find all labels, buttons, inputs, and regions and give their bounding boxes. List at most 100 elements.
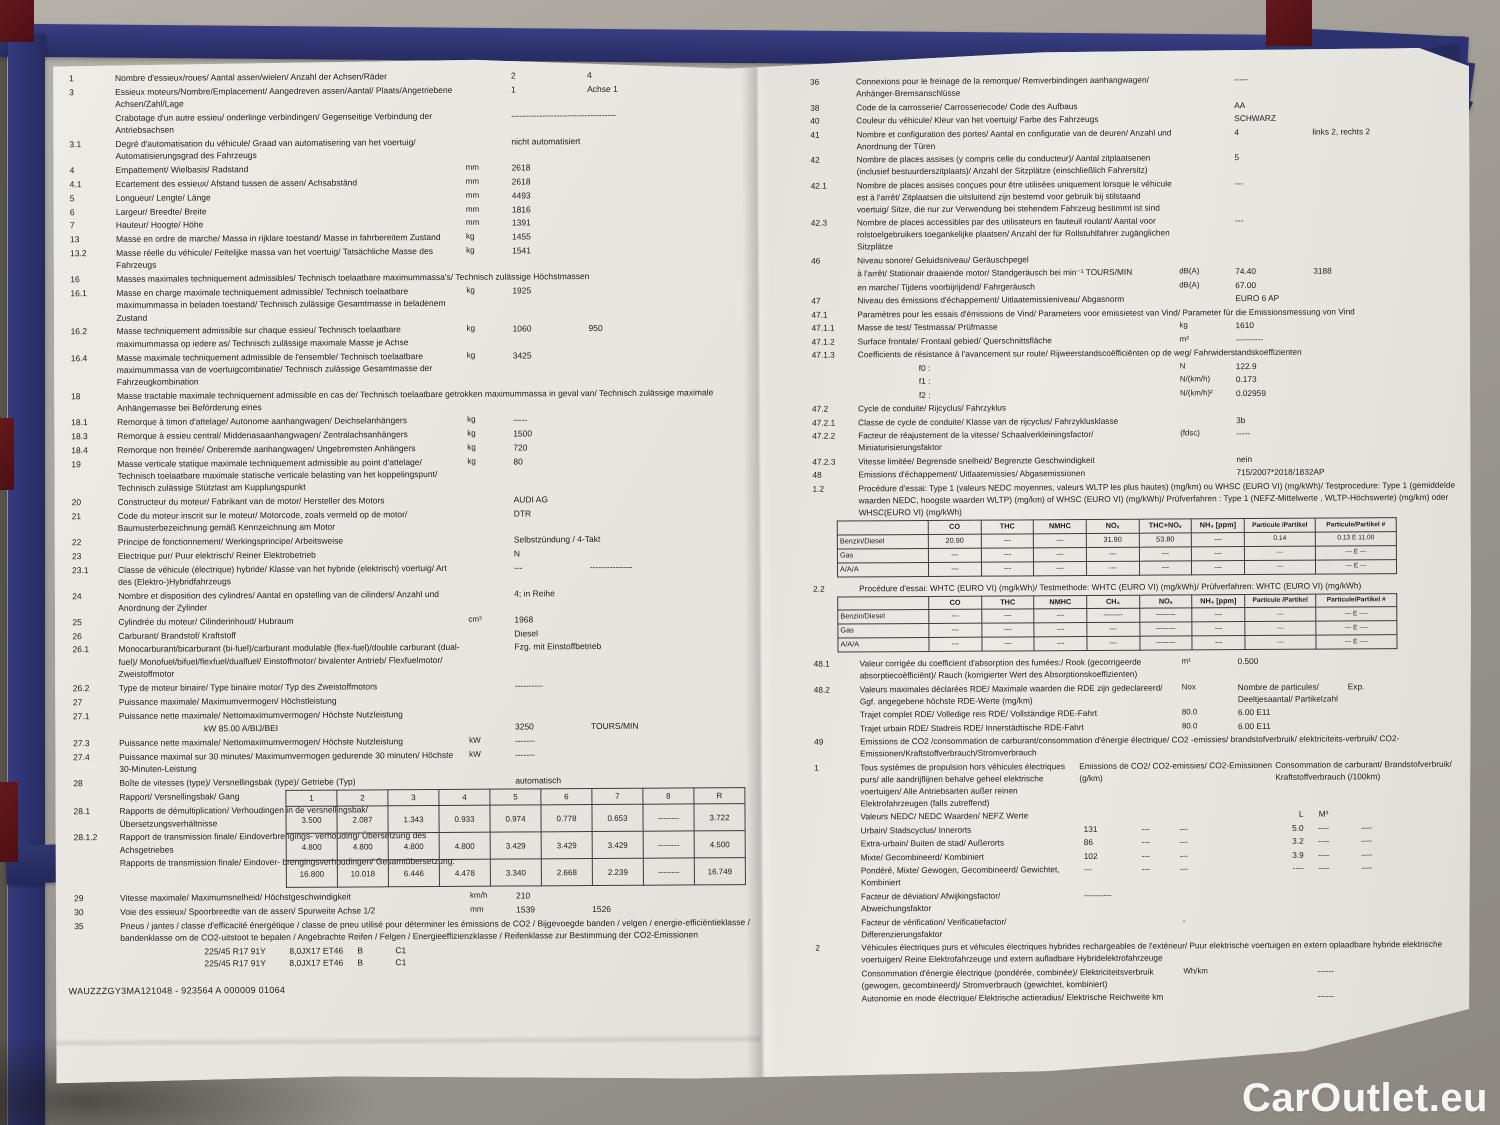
- row-label: f0 :: [918, 362, 931, 373]
- co2-value: L: [1298, 809, 1304, 820]
- row-value-secondary: ---------------: [589, 561, 633, 572]
- row-unit: kg: [466, 350, 476, 360]
- table-col-header: THC: [981, 520, 1034, 534]
- row-value-primary: Nombre de particules/ Deeltjesaantal/ Pa…: [1237, 681, 1338, 704]
- co2-value: ---: [1141, 823, 1150, 834]
- table-col-header: Particule /Partikel: [1245, 594, 1316, 608]
- row-number: 23: [71, 550, 82, 561]
- row-value-secondary: [1313, 277, 1462, 278]
- row-number: 48.2: [813, 684, 830, 695]
- table-cell: ---: [1192, 622, 1245, 636]
- row-label: Tous systèmes de propulsion hors véhicul…: [860, 760, 1066, 809]
- row-value-secondary: [1314, 452, 1463, 453]
- row-value-secondary: [588, 215, 756, 216]
- table-cell: ---: [982, 623, 1035, 637]
- co2-value: ---: [1179, 850, 1188, 861]
- table-col-header: Particule/Partikel #: [1316, 593, 1397, 607]
- row-unit: mm: [465, 204, 480, 214]
- doc-row: 42.1 Nombre de places assises conçues pou…: [811, 175, 1462, 215]
- table-cell: ---: [1244, 560, 1315, 574]
- row-value-secondary: Achse 1: [587, 83, 618, 94]
- row-value-secondary: links 2, rechts 2: [1312, 125, 1371, 137]
- row-label: Ecartement des essieux/ Afstand tussen d…: [115, 177, 358, 189]
- row-label: Vitesse maximale/ Maximumsnelheid/ Höchs…: [119, 891, 351, 904]
- row-label: Electrique pur/ Puur elektrisch/ Reiner …: [117, 549, 316, 561]
- table-col-header: THC: [981, 595, 1034, 609]
- gear-col-header: 1: [286, 790, 337, 806]
- co2-row-label: Mixte/ Gecombineerd/ Kombiniert: [860, 851, 984, 863]
- row-label: Emissions de CO2 /consommation de carbur…: [860, 733, 1400, 759]
- row-value-primary: 1391: [511, 217, 531, 228]
- row-value-secondary: TOURS/MIN: [590, 721, 639, 732]
- table-cell: --- E ----: [1316, 607, 1397, 621]
- row-value-primary: 0.173: [1235, 374, 1257, 385]
- table-cell: 10.018: [337, 860, 388, 887]
- table-cell: --------: [643, 804, 694, 831]
- row-value-secondary: 4: [586, 70, 592, 81]
- row-value-primary: 3b: [1236, 414, 1246, 426]
- table-cell: 3.429: [592, 832, 643, 859]
- row-value-primary: 4; in Reihe: [514, 587, 555, 599]
- row-number: 42: [810, 154, 820, 165]
- row-value-secondary: ------: [1317, 990, 1335, 1001]
- row-label: Hauteur/ Hoogte/ Höhe: [115, 219, 204, 231]
- co2-value: ----: [1361, 835, 1373, 846]
- doc-row: Rapport/ Versnellingsbak/ Gang: [73, 790, 285, 804]
- row-number: 27.4: [73, 752, 90, 763]
- row-label: Remorque à timon d'attelage/ Autonome aa…: [117, 415, 408, 428]
- row-value-primary: 3250: [514, 721, 534, 732]
- table-cell: ---: [1139, 546, 1192, 560]
- row-value-primary: 210: [515, 890, 531, 901]
- row-unit: Wh/km: [1183, 965, 1209, 976]
- row-value-secondary: [1314, 426, 1463, 427]
- row-label: f1 :: [918, 376, 931, 387]
- row-value-secondary: [1316, 705, 1465, 706]
- doc-row: 28.1.2 Rapport de transmission finale/ Ei…: [74, 830, 286, 856]
- doc-row: 24 Nombre et disposition des cylindres/ A…: [72, 586, 758, 615]
- row-value-secondary: [1312, 150, 1461, 151]
- row-number: 22: [71, 537, 82, 548]
- row-value-primary: 3425: [512, 349, 532, 361]
- row-unit: N/(km/h): [1179, 374, 1211, 384]
- doc-row: 23.1 Classe de véhicule (électrique) hybr…: [72, 560, 758, 589]
- co2-value: ----: [1318, 849, 1330, 860]
- row-label: Remorque non freinée/ Onberemde aanhangw…: [117, 442, 416, 455]
- doc-row: 49 Emissions de CO2 /consommation de carb…: [814, 732, 1465, 760]
- row-number: 4.1: [69, 179, 82, 190]
- co2-row-label: Valeurs NEDC/ NEDC Waarden/ NEFZ Werte: [860, 810, 1029, 822]
- row-unit: mm: [465, 162, 480, 172]
- row-value-primary: ---: [513, 562, 523, 573]
- row-value-secondary: [588, 283, 756, 284]
- row-value-primary: Selbstzündung / 4-Takt: [513, 533, 601, 545]
- doc-row: 41 Nombre et configuration des portes/ Aa…: [810, 124, 1461, 152]
- row-number: 6: [69, 206, 75, 217]
- row-value-primary: 1541: [512, 245, 532, 256]
- table-cell: --------: [1140, 636, 1193, 650]
- row-label: Trajet complet RDE/ Volledige reis RDE/ …: [859, 708, 1098, 720]
- table-cell: ---: [1086, 561, 1139, 575]
- row-label: Carburant/ Brandstof/ Kraftstoff: [118, 629, 236, 641]
- doc-row: 2.2 Procédure d'essai: WHTC (EURO VI) (mg…: [813, 578, 1464, 594]
- table-cell: ---: [1034, 637, 1087, 651]
- table-col-header: NMHC: [1034, 520, 1087, 534]
- row-value-primary: 4: [1234, 126, 1240, 137]
- row-value-secondary: [588, 229, 756, 230]
- row-label: Connexions pour le freinage de la remorq…: [856, 74, 1149, 99]
- right-page-rows-electric: 2 Véhicules électriques purs et véhicules…: [815, 938, 1466, 1005]
- doc-row: 2 Véhicules électriques purs et véhicules…: [815, 938, 1466, 966]
- right-page: 36 Connexions pour le freinage de la remo…: [755, 48, 1475, 1080]
- gear-col-header: 4: [439, 790, 490, 806]
- table-cell: ---: [1139, 560, 1192, 574]
- co2-value: ----: [1361, 862, 1373, 873]
- row-number: 1.2: [812, 483, 825, 494]
- row-value-primary: automatisch: [515, 775, 562, 786]
- table-cell: --- E ---: [1315, 545, 1396, 559]
- row-unit: N/(km/h)²: [1179, 388, 1213, 398]
- row-value-primary: 5: [1234, 152, 1240, 163]
- row-unit: mm: [465, 190, 480, 200]
- rim-size: 8,0JX17 ET46: [289, 958, 344, 969]
- row-label: Constructeur du moteur/ Fabrikant van de…: [117, 495, 385, 507]
- row-label: Monocarburant/bicarburant (bi-fuel)/carb…: [118, 642, 460, 679]
- row-unit: km/h: [469, 891, 488, 901]
- table-cell: ---: [1192, 546, 1245, 560]
